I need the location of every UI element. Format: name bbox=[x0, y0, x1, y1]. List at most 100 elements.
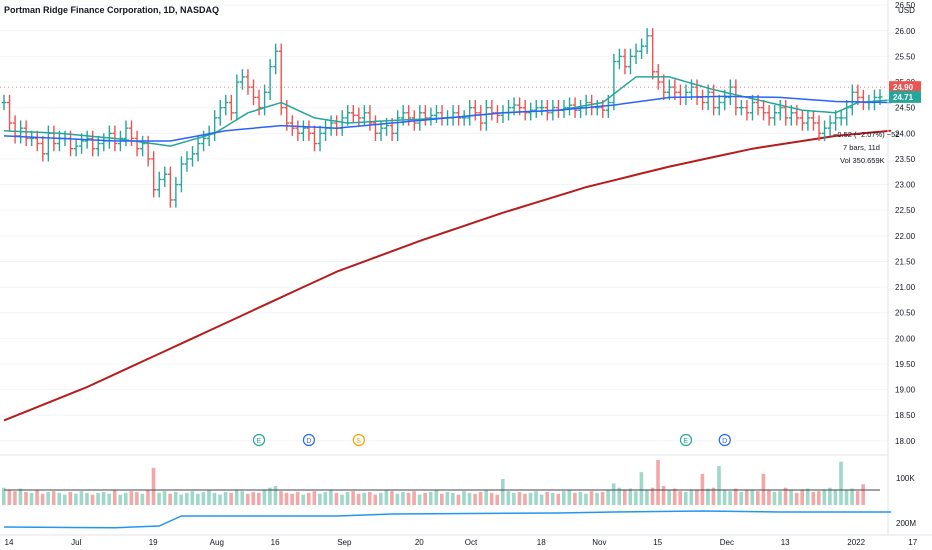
volume-bar bbox=[495, 494, 500, 505]
price-bar bbox=[766, 105, 772, 126]
volume-bar bbox=[778, 491, 782, 505]
volume-tick-label: 100K bbox=[896, 474, 915, 483]
volume-bar bbox=[112, 490, 117, 505]
event-marker bbox=[718, 433, 731, 447]
volume-bar bbox=[500, 479, 505, 505]
price-bar bbox=[433, 105, 439, 124]
volume-bar bbox=[367, 492, 372, 505]
volume-bar bbox=[534, 491, 538, 505]
volume-bar bbox=[40, 493, 45, 505]
price-bar bbox=[217, 99, 223, 126]
volume-bar bbox=[62, 494, 67, 505]
volume-bar bbox=[855, 491, 860, 505]
volume-bar bbox=[295, 492, 300, 505]
price-bar bbox=[677, 84, 683, 106]
price-bar bbox=[456, 105, 462, 126]
price-bar bbox=[805, 110, 811, 131]
last-price-badge bbox=[889, 90, 921, 103]
volume-bar bbox=[74, 493, 78, 505]
moving-average-long-line bbox=[3, 129, 892, 422]
volume-bar bbox=[101, 492, 106, 505]
volume-bar bbox=[517, 492, 522, 505]
price-bar bbox=[506, 99, 512, 121]
volume-bar bbox=[600, 492, 605, 505]
volume-bar bbox=[373, 494, 378, 505]
event-marker bbox=[252, 433, 266, 447]
volume-bar bbox=[739, 492, 743, 505]
price-bar bbox=[733, 79, 739, 116]
price-bar bbox=[73, 138, 79, 157]
volume-bar bbox=[833, 489, 838, 505]
price-bar bbox=[761, 99, 767, 121]
price-bar bbox=[7, 94, 13, 131]
price-bar bbox=[256, 89, 262, 116]
price-bar bbox=[650, 28, 656, 80]
volume-bar bbox=[645, 489, 649, 505]
price-bar bbox=[827, 115, 833, 136]
volume-bar bbox=[528, 492, 533, 505]
event-marker bbox=[352, 433, 365, 447]
volume-bar bbox=[273, 485, 278, 505]
volume-bar bbox=[417, 494, 422, 505]
volume-bar bbox=[634, 491, 638, 505]
volume-bar bbox=[850, 488, 854, 505]
volume-bar bbox=[151, 467, 156, 505]
volume-bar bbox=[334, 492, 339, 505]
price-bar bbox=[539, 99, 545, 116]
price-bar bbox=[389, 117, 395, 141]
price-bar bbox=[79, 133, 85, 154]
price-bar bbox=[467, 99, 473, 126]
volume-bar bbox=[622, 489, 627, 505]
price-bar bbox=[439, 105, 445, 126]
time-tick-label: 13 bbox=[781, 538, 790, 547]
volume-bar bbox=[550, 492, 555, 505]
price-bar bbox=[472, 99, 478, 121]
price-tick-label: 26.00 bbox=[895, 27, 916, 36]
price-bar bbox=[799, 110, 805, 131]
volume-bar bbox=[628, 488, 633, 505]
price-tick-label: 26.50 bbox=[895, 1, 916, 10]
price-bar bbox=[483, 99, 489, 131]
volume-bar bbox=[345, 492, 350, 505]
volume-bar bbox=[312, 491, 317, 505]
measure-box: −0.52 (−2.07%) −52 7 bars, 11d Vol 350.6… bbox=[833, 130, 900, 165]
volume-bar bbox=[589, 491, 594, 505]
volume-bar bbox=[440, 493, 444, 505]
price-bar bbox=[594, 99, 600, 116]
moving-averages bbox=[0, 76, 892, 147]
volume-bar bbox=[168, 493, 172, 505]
volume-bar bbox=[617, 487, 622, 505]
price-bar bbox=[616, 48, 622, 70]
price-bar bbox=[273, 43, 279, 75]
volume-bar bbox=[218, 494, 222, 505]
price-axis[interactable]: USD26.5026.0025.5025.0024.5024.0023.5023… bbox=[887, 0, 921, 535]
price-bar bbox=[195, 135, 201, 162]
volume-bar bbox=[351, 491, 355, 505]
volume-bar bbox=[306, 492, 311, 505]
volume-bar bbox=[817, 491, 821, 505]
volume-bar bbox=[639, 472, 644, 505]
price-tick-label: 22.50 bbox=[895, 206, 916, 215]
price-bar bbox=[628, 48, 634, 75]
price-bar bbox=[849, 84, 855, 116]
volume-bar bbox=[789, 490, 793, 505]
volume-bar bbox=[756, 491, 760, 505]
event-label: S bbox=[356, 438, 361, 445]
volume-bar bbox=[257, 492, 261, 505]
volume-bar bbox=[783, 487, 788, 505]
volume-bar bbox=[251, 492, 256, 505]
volume-bar bbox=[545, 492, 549, 505]
price-bar bbox=[489, 99, 495, 121]
price-bar bbox=[871, 89, 877, 111]
price-bar bbox=[12, 115, 18, 144]
volume-bar bbox=[722, 490, 727, 505]
price-tick-label: 23.50 bbox=[895, 155, 916, 164]
volume-bar bbox=[401, 492, 405, 505]
volume-bar bbox=[245, 493, 250, 505]
time-tick-label: 20 bbox=[415, 538, 424, 547]
time-axis[interactable]: 14 Jul 19 Aug 16 Sep 20 Oct 18 Nov 15 Dec 13 2022 17 bbox=[0, 534, 932, 547]
price-bar bbox=[250, 79, 256, 106]
volume-bar bbox=[728, 491, 732, 505]
price-bar bbox=[666, 79, 672, 100]
volume-bar bbox=[750, 490, 755, 505]
